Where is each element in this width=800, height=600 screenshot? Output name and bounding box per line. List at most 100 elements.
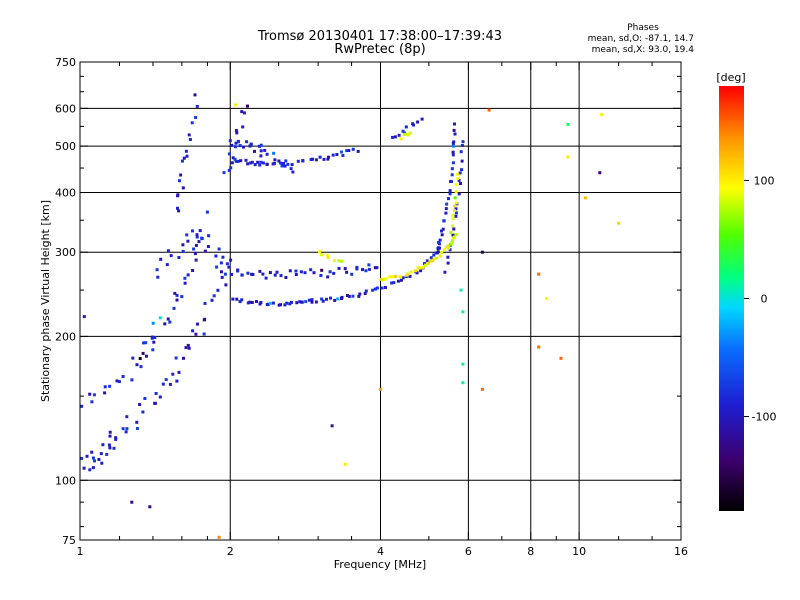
data-point <box>446 261 450 265</box>
data-point <box>230 272 234 276</box>
data-point <box>246 104 249 108</box>
data-point <box>357 294 361 298</box>
phases-legend-o: mean, sd,O: -87.1, 14.7 <box>588 34 694 44</box>
data-point <box>318 250 321 253</box>
data-point <box>450 167 454 171</box>
x-tick-label: 6 <box>465 545 472 558</box>
data-point <box>103 385 107 389</box>
data-point <box>91 456 95 460</box>
data-point <box>138 403 142 406</box>
data-point <box>451 153 455 157</box>
data-point <box>454 211 458 215</box>
data-point <box>453 196 457 200</box>
data-point <box>461 381 465 385</box>
data-point <box>80 456 84 460</box>
data-point <box>356 149 360 153</box>
data-point <box>220 270 223 274</box>
data-point <box>230 143 234 147</box>
data-point <box>280 164 284 168</box>
data-point <box>233 157 237 161</box>
data-point <box>452 140 456 144</box>
data-point <box>255 300 258 303</box>
data-point <box>212 294 216 298</box>
data-point <box>283 303 287 307</box>
data-point <box>108 384 112 388</box>
data-point <box>461 140 465 144</box>
data-point <box>248 300 252 304</box>
data-point <box>250 160 254 164</box>
data-point <box>105 452 109 456</box>
data-point <box>291 170 295 174</box>
data-point <box>460 168 464 172</box>
data-point <box>446 255 450 259</box>
data-point <box>261 272 265 276</box>
data-point <box>384 277 388 281</box>
data-point <box>279 161 282 165</box>
data-point <box>379 277 383 281</box>
data-point <box>415 271 419 275</box>
data-point <box>188 138 192 141</box>
data-point <box>347 149 351 152</box>
data-point <box>457 192 461 196</box>
data-point <box>617 221 621 225</box>
data-point <box>229 258 233 262</box>
data-point <box>181 250 185 253</box>
data-point <box>207 234 211 238</box>
data-point <box>80 404 84 408</box>
x-tick-label: 4 <box>377 545 384 558</box>
data-point <box>265 162 269 166</box>
data-point <box>195 104 199 108</box>
y-tick-label: 500 <box>55 140 76 153</box>
data-point <box>152 340 156 344</box>
data-point <box>244 158 248 162</box>
data-point <box>198 229 202 233</box>
data-point <box>336 297 340 301</box>
data-point <box>108 446 112 450</box>
data-point <box>190 121 194 125</box>
data-point <box>182 356 185 360</box>
data-point <box>158 316 162 320</box>
data-point <box>177 209 181 213</box>
data-point <box>451 150 455 154</box>
data-point <box>266 302 270 306</box>
data-point <box>367 263 371 267</box>
data-point <box>253 149 256 153</box>
data-point <box>388 275 392 279</box>
data-point <box>215 265 219 269</box>
data-point <box>248 144 252 148</box>
data-point <box>314 300 318 304</box>
data-point <box>108 434 112 438</box>
data-point <box>452 227 456 231</box>
data-point <box>259 160 263 164</box>
y-tick-label: 75 <box>62 534 76 547</box>
data-point <box>236 268 240 272</box>
data-point <box>440 250 444 254</box>
data-point <box>277 159 281 163</box>
data-point <box>448 192 452 196</box>
data-point <box>230 161 234 165</box>
data-point <box>250 272 254 276</box>
chart-title: Tromsø 20130401 17:38:00–17:39:43 <box>257 29 502 44</box>
data-point <box>451 213 455 217</box>
phases-legend-x: mean, sd,X: 93.0, 19.4 <box>592 45 695 55</box>
x-tick-label: 1 <box>77 545 84 558</box>
data-point <box>452 209 456 212</box>
data-point <box>452 144 455 148</box>
data-point <box>169 254 173 258</box>
data-point <box>392 281 396 285</box>
data-point <box>390 281 394 285</box>
data-point <box>294 269 298 273</box>
data-point <box>88 392 92 396</box>
data-point <box>375 266 379 270</box>
data-point <box>164 378 168 382</box>
data-point <box>438 254 442 258</box>
data-point <box>265 152 269 156</box>
data-point <box>151 321 155 325</box>
data-point <box>238 144 242 148</box>
y-axis-label: Stationary phase Virtual Height [km] <box>39 200 52 402</box>
data-point <box>185 233 189 237</box>
data-point <box>194 243 198 247</box>
data-point <box>125 427 129 431</box>
data-point <box>234 103 238 107</box>
